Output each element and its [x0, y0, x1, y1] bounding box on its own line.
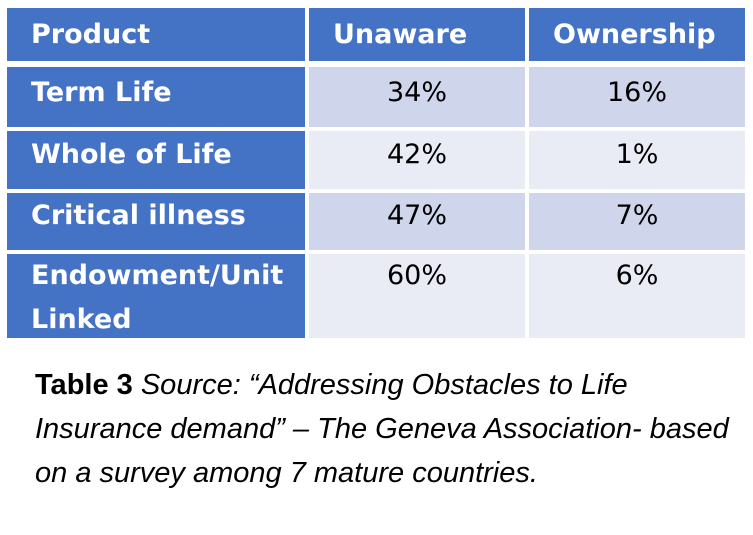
row-endowment-product: Endowment/Unit Linked [7, 254, 305, 338]
caption-source: Source: “Addressing Obstacles to Life In… [35, 369, 729, 489]
row-critical-illness-unaware: 47% [309, 193, 525, 250]
row-critical-illness-product: Critical illness [7, 193, 305, 250]
row-term-life-ownership: 16% [529, 67, 745, 127]
caption-label: Table 3 [35, 369, 133, 401]
row-endowment-ownership: 6% [529, 254, 745, 338]
header-ownership: Ownership [529, 8, 745, 61]
row-term-life-product: Term Life [7, 67, 305, 127]
row-endowment-unaware: 60% [309, 254, 525, 338]
table-caption: Table 3 Source: “Addressing Obstacles to… [35, 363, 735, 495]
row-whole-of-life-ownership: 1% [529, 131, 745, 189]
header-unaware: Unaware [309, 8, 525, 61]
header-product: Product [7, 8, 305, 61]
row-term-life-unaware: 34% [309, 67, 525, 127]
row-critical-illness-ownership: 7% [529, 193, 745, 250]
row-whole-of-life-product: Whole of Life [7, 131, 305, 189]
row-whole-of-life-unaware: 42% [309, 131, 525, 189]
